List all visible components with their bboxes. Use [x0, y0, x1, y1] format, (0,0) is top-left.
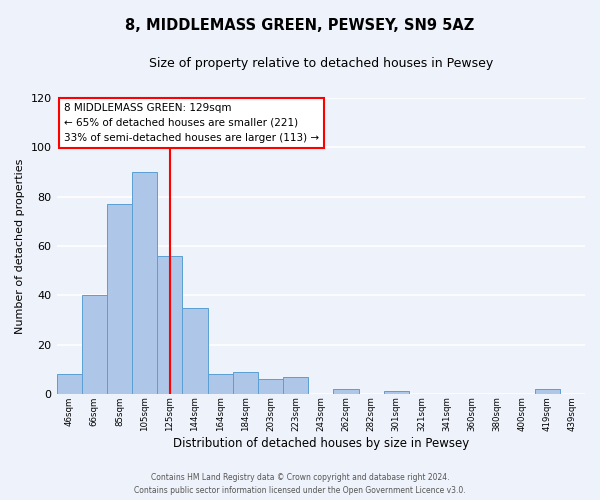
X-axis label: Distribution of detached houses by size in Pewsey: Distribution of detached houses by size … [173, 437, 469, 450]
Bar [535, 389, 560, 394]
Bar [258, 379, 283, 394]
Bar [334, 389, 359, 394]
Text: 8 MIDDLEMASS GREEN: 129sqm
← 65% of detached houses are smaller (221)
33% of sem: 8 MIDDLEMASS GREEN: 129sqm ← 65% of deta… [64, 103, 319, 142]
Bar [157, 256, 182, 394]
Y-axis label: Number of detached properties: Number of detached properties [15, 158, 25, 334]
Bar [132, 172, 157, 394]
Bar [182, 308, 208, 394]
Bar [107, 204, 132, 394]
Bar [383, 392, 409, 394]
Text: 8, MIDDLEMASS GREEN, PEWSEY, SN9 5AZ: 8, MIDDLEMASS GREEN, PEWSEY, SN9 5AZ [125, 18, 475, 32]
Bar [233, 372, 258, 394]
Bar [56, 374, 82, 394]
Text: Contains HM Land Registry data © Crown copyright and database right 2024.
Contai: Contains HM Land Registry data © Crown c… [134, 474, 466, 495]
Bar [208, 374, 233, 394]
Title: Size of property relative to detached houses in Pewsey: Size of property relative to detached ho… [149, 58, 493, 70]
Bar [283, 376, 308, 394]
Bar [82, 295, 107, 394]
